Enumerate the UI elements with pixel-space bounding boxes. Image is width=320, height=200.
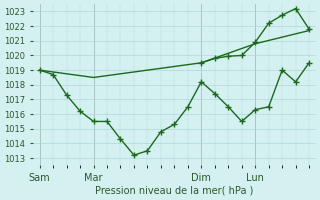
X-axis label: Pression niveau de la mer( hPa ): Pression niveau de la mer( hPa ) [95, 186, 253, 196]
